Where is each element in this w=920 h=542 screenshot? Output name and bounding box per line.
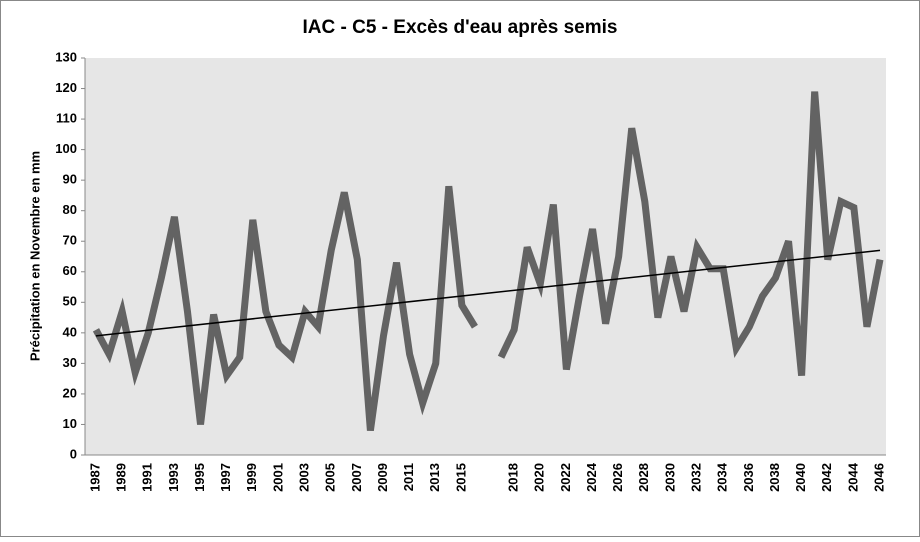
y-tick-label: 110 (56, 111, 77, 126)
data-line (497, 91, 884, 376)
y-tick-label: 100 (55, 141, 77, 156)
x-tick-label: 1997 (218, 463, 233, 492)
x-tick-label: 1989 (114, 463, 129, 492)
data-line (92, 185, 478, 432)
x-tick-label: 2024 (584, 462, 599, 492)
x-tick-label: 2015 (453, 463, 468, 492)
x-tick-label: 2030 (662, 463, 677, 492)
x-tick-label: 2040 (793, 463, 808, 492)
x-tick-label: 2005 (323, 463, 338, 492)
x-tick-label: 1999 (244, 463, 259, 492)
y-tick-label: 70 (63, 233, 77, 248)
x-tick-label: 1987 (87, 463, 102, 492)
x-tick-label: 2034 (715, 462, 730, 492)
x-tick-label: 2022 (558, 463, 573, 492)
x-tick-label: 2046 (871, 463, 886, 492)
y-tick-label: 60 (63, 263, 77, 278)
x-tick-label: 2013 (427, 463, 442, 492)
x-tick-label: 2007 (349, 463, 364, 492)
x-tick-label: 2036 (741, 463, 756, 492)
y-tick-label: 10 (63, 416, 77, 431)
x-tick-label: 2042 (819, 463, 834, 492)
x-tick-label: 2026 (610, 463, 625, 492)
x-tick-label: 2032 (689, 463, 704, 492)
y-tick-label: 90 (63, 172, 77, 187)
x-tick-label: 1993 (166, 463, 181, 492)
x-tick-label: 2003 (297, 463, 312, 492)
y-axis-label: Précipitation en Novembre en mm (27, 151, 42, 361)
x-tick-label: 1991 (140, 463, 155, 492)
y-tick-label: 50 (63, 294, 77, 309)
y-tick-label: 20 (63, 385, 77, 400)
x-tick-label: 2020 (532, 463, 547, 492)
y-tick-label: 0 (70, 446, 77, 461)
y-tick-label: 30 (63, 355, 77, 370)
x-tick-label: 2038 (767, 463, 782, 492)
x-tick-label: 2028 (636, 463, 651, 492)
y-tick-label: 120 (55, 80, 77, 95)
x-tick-label: 2044 (845, 462, 860, 492)
chart-title: IAC - C5 - Excès d'eau après semis (303, 17, 618, 38)
y-tick-label: 80 (63, 202, 77, 217)
x-tick-label: 2011 (401, 463, 416, 491)
y-tick-label: 130 (55, 49, 77, 64)
x-tick-label: 2001 (270, 463, 285, 492)
x-tick-label: 1995 (192, 463, 207, 492)
y-tick-label: 40 (63, 324, 77, 339)
x-tick-label: 2009 (375, 463, 390, 492)
trend-line (95, 249, 881, 337)
x-tick-label: 2018 (506, 463, 521, 492)
plot-area (85, 58, 886, 455)
